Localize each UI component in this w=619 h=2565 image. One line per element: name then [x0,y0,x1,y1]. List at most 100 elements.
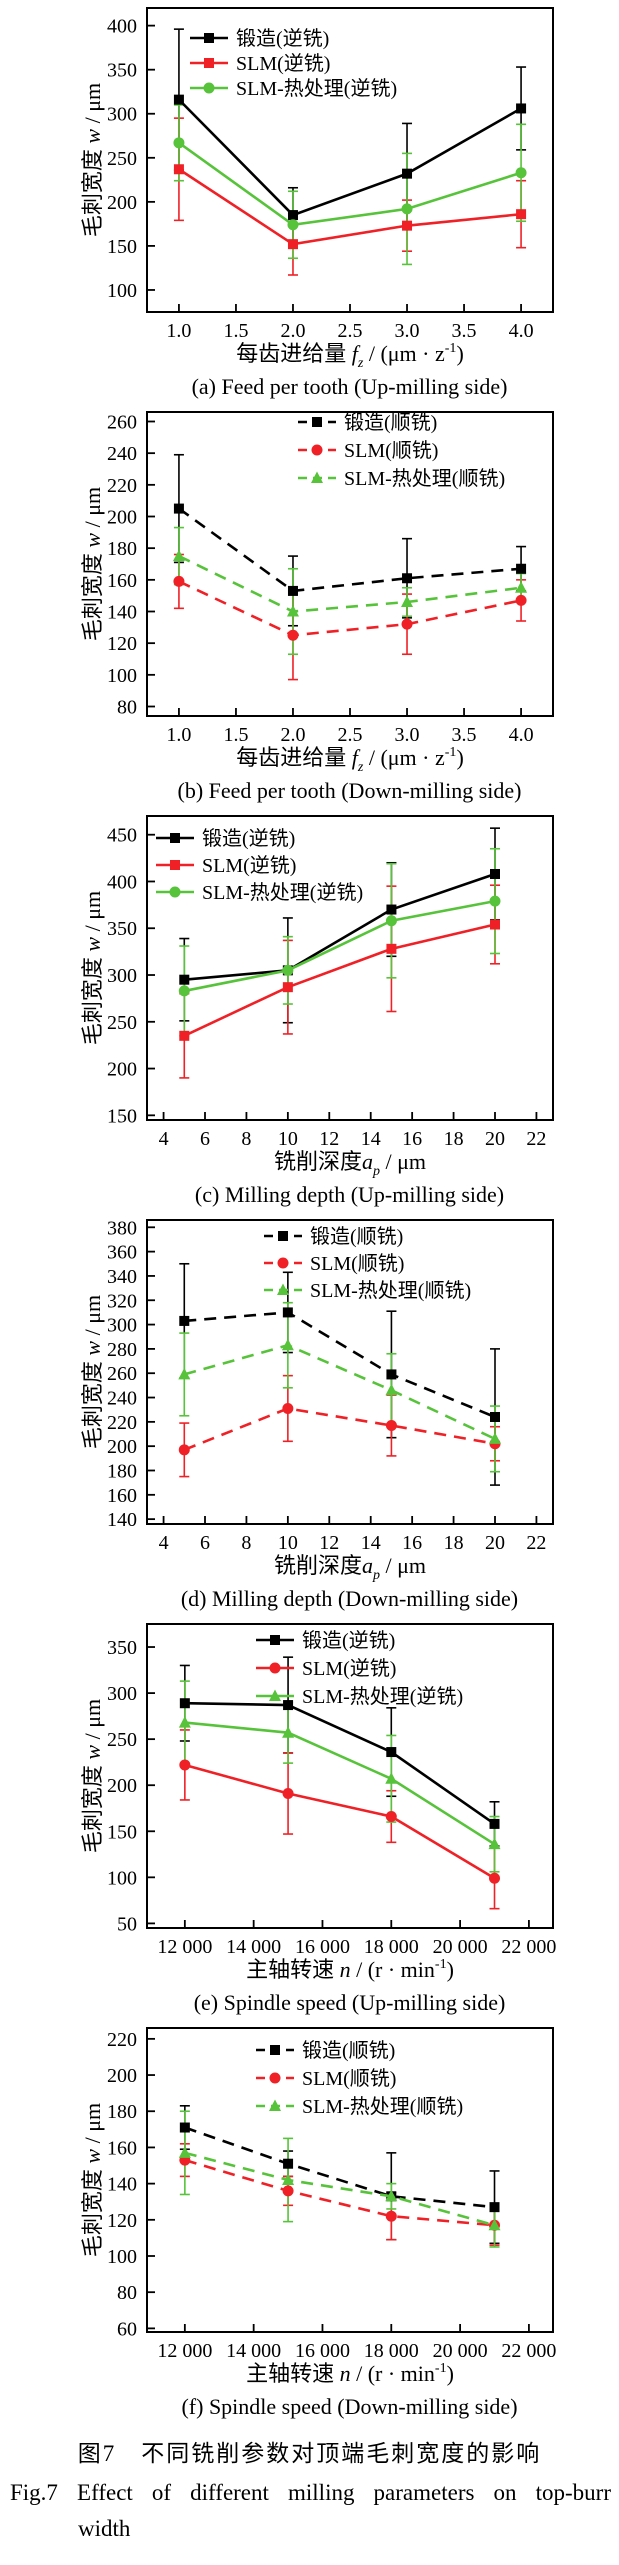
svg-text:6: 6 [200,1532,210,1554]
svg-text:400: 400 [107,16,137,38]
svg-text:SLM(顺铣): SLM(顺铣) [310,1252,404,1275]
svg-text:80: 80 [117,2282,137,2304]
svg-text:14: 14 [361,1532,381,1554]
svg-text:100: 100 [107,665,137,687]
svg-text:主轴转速 n / (r · min-1): 主轴转速 n / (r · min-1) [246,1957,454,1982]
svg-text:铣削深度ap / μm: 铣削深度ap / μm [274,1553,426,1583]
chart-c-caption: (c) Milling depth (Up-milling side) [194,1182,505,1207]
svg-text:14: 14 [361,1128,381,1150]
svg-text:160: 160 [107,570,137,592]
svg-text:300: 300 [107,104,137,126]
chart-a-plot: 1.0 1.5 2.0 2.5 3.0 3.5 4.0 100 150 200 250 300 350 4… [80,7,554,371]
svg-text:240: 240 [107,443,137,465]
svg-text:4: 4 [159,1128,169,1150]
svg-text:180: 180 [107,538,137,560]
svg-text:SLM(逆铣): SLM(逆铣) [236,52,330,75]
svg-text:6: 6 [200,1128,210,1150]
svg-text:8: 8 [241,1128,251,1150]
svg-text:10: 10 [278,1128,298,1150]
svg-text:250: 250 [107,1012,137,1034]
svg-text:12 000: 12 000 [157,2340,212,2362]
svg-text:20 000: 20 000 [433,1936,488,1958]
svg-text:12: 12 [319,1128,339,1150]
chart-e-plot: 12 000 14 000 16 000 18 000 20 000 22 000 50 10… [80,1623,556,1982]
svg-text:18: 18 [444,1128,464,1150]
svg-text:300: 300 [107,965,137,987]
svg-text:22 000: 22 000 [501,2340,556,2362]
svg-text:200: 200 [107,2065,137,2087]
svg-text:260: 260 [107,412,137,434]
svg-text:350: 350 [107,60,137,82]
svg-text:锻造(顺铣): 锻造(顺铣) [344,411,437,434]
svg-text:16: 16 [402,1532,422,1554]
svg-text:12 000: 12 000 [157,1936,212,1958]
svg-text:SLM-热处理(逆铣): SLM-热处理(逆铣) [302,1685,463,1708]
svg-text:220: 220 [107,475,137,497]
svg-text:120: 120 [107,2210,137,2232]
svg-text:20: 20 [485,1532,505,1554]
svg-text:18: 18 [444,1532,464,1554]
svg-text:80: 80 [117,697,137,719]
svg-text:240: 240 [107,1388,137,1410]
svg-text:150: 150 [107,236,137,258]
svg-text:2.5: 2.5 [338,724,363,746]
svg-text:2.0: 2.0 [280,320,305,342]
svg-text:160: 160 [107,1485,137,1507]
chart-c-block: 4 6 8 10 12 14 16 18 20 22 150 200 250 300 350 400 450 锻造… [0,808,619,1212]
svg-text:SLM-热处理(顺铣): SLM-热处理(顺铣) [310,1279,471,1302]
svg-text:18 000: 18 000 [364,1936,419,1958]
svg-text:160: 160 [107,2137,137,2159]
svg-text:毛刺宽度 w / μm: 毛刺宽度 w / μm [80,1295,105,1449]
chart-e-caption: (e) Spindle speed (Up-milling side) [193,1990,506,2015]
svg-text:毛刺宽度 w / μm: 毛刺宽度 w / μm [80,891,105,1045]
svg-text:220: 220 [107,1412,137,1434]
svg-text:1.0: 1.0 [166,320,191,342]
chart-b-caption: (b) Feed per tooth (Down-milling side) [177,778,522,803]
svg-text:1.0: 1.0 [166,724,191,746]
svg-text:锻造(逆铣): 锻造(逆铣) [236,27,329,50]
svg-text:18 000: 18 000 [364,2340,419,2362]
svg-text:200: 200 [107,507,137,529]
svg-text:100: 100 [107,2246,137,2268]
figure-caption-en-line1: Fig.7 Effect of different milling parame… [10,2480,611,2505]
svg-text:4.0: 4.0 [509,724,534,746]
svg-text:22: 22 [526,1532,546,1554]
svg-text:60: 60 [117,2318,137,2340]
svg-text:14 000: 14 000 [226,2340,281,2362]
svg-text:220: 220 [107,2029,137,2051]
svg-text:200: 200 [107,192,137,214]
svg-text:150: 150 [107,1821,137,1843]
svg-text:4.0: 4.0 [509,320,534,342]
svg-text:50: 50 [117,1913,137,1935]
chart-f-plot: 12 000 14 000 16 000 18 000 20 000 22 000 60 80… [80,2027,556,2386]
svg-text:SLM(逆铣): SLM(逆铣) [302,1657,396,1680]
figure-caption-en-line2: width [78,2516,131,2541]
svg-text:20 000: 20 000 [433,2340,488,2362]
svg-text:锻造(逆铣): 锻造(逆铣) [202,827,295,850]
svg-text:每齿进给量 fz / (μm · z-1): 每齿进给量 fz / (μm · z-1) [236,341,464,371]
svg-text:2.5: 2.5 [338,320,363,342]
svg-text:4: 4 [159,1532,169,1554]
svg-text:锻造(逆铣): 锻造(逆铣) [302,1629,395,1652]
svg-text:毛刺宽度 w / μm: 毛刺宽度 w / μm [80,2103,105,2257]
svg-text:12: 12 [319,1532,339,1554]
svg-text:锻造(顺铣): 锻造(顺铣) [302,2039,395,2062]
svg-text:100: 100 [107,280,137,302]
svg-text:280: 280 [107,1339,137,1361]
chart-b-plot: 1.0 1.5 2.0 2.5 3.0 3.5 4.0 80 100 120 140 160 180 20… [80,411,554,775]
chart-e-block: 12 000 14 000 16 000 18 000 20 000 22 000 50 10… [0,1616,619,2020]
chart-f-block: 12 000 14 000 16 000 18 000 20 000 22 000 60 80… [0,2020,619,2424]
svg-text:主轴转速 n / (r · min-1): 主轴转速 n / (r · min-1) [246,2361,454,2386]
svg-text:450: 450 [107,825,137,847]
chart-d-caption: (d) Milling depth (Down-milling side) [180,1586,519,1611]
svg-text:2.0: 2.0 [280,724,305,746]
svg-text:200: 200 [107,1059,137,1081]
svg-text:150: 150 [107,1105,137,1127]
svg-text:22: 22 [526,1128,546,1150]
svg-text:10: 10 [278,1532,298,1554]
svg-text:16 000: 16 000 [295,2340,350,2362]
svg-text:8: 8 [241,1532,251,1554]
svg-text:毛刺宽度 w / μm: 毛刺宽度 w / μm [80,83,105,237]
